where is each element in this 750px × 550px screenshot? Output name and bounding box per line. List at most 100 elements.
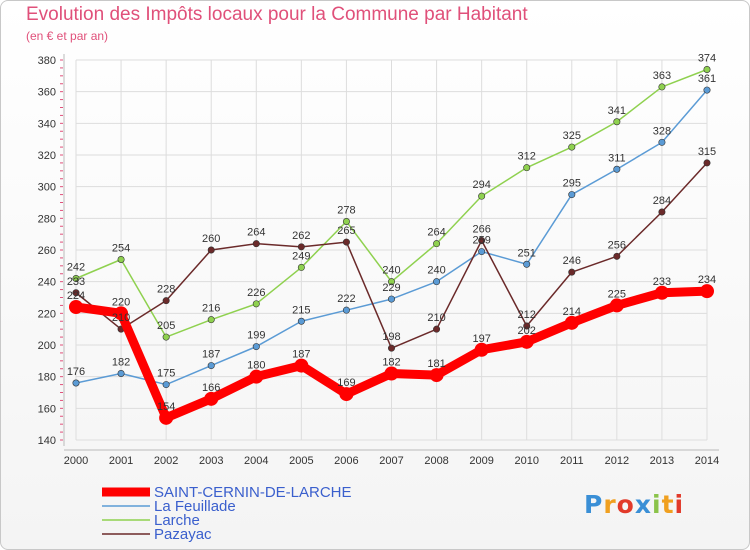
data-point — [433, 325, 441, 333]
data-label: 229 — [382, 282, 400, 294]
data-point — [297, 263, 305, 271]
data-point — [207, 246, 215, 254]
data-label: 363 — [653, 70, 671, 82]
legend-label: La Feuillade — [154, 498, 236, 515]
x-tick-label: 2008 — [424, 455, 448, 467]
data-point — [519, 334, 534, 349]
data-label: 294 — [472, 179, 490, 191]
data-point — [703, 86, 711, 94]
data-label: 315 — [698, 146, 716, 158]
x-tick-label: 2001 — [109, 455, 133, 467]
y-tick-label: 280 — [38, 213, 56, 225]
data-label: 312 — [518, 151, 536, 163]
data-label: 202 — [518, 325, 536, 337]
data-point — [342, 238, 350, 246]
legend-label: Larche — [154, 512, 200, 529]
data-point — [339, 387, 354, 402]
y-tick-label: 220 — [38, 308, 56, 320]
y-tick-label: 140 — [38, 435, 56, 447]
data-label: 240 — [427, 265, 445, 277]
data-point — [568, 143, 576, 151]
x-tick-label: 2010 — [514, 455, 538, 467]
data-point — [72, 274, 80, 282]
x-tick-label: 2004 — [244, 455, 268, 467]
data-point — [252, 300, 260, 308]
data-point — [658, 208, 666, 216]
data-point — [297, 317, 305, 325]
data-point — [297, 243, 305, 251]
data-point — [703, 159, 711, 167]
data-point — [613, 165, 621, 173]
data-point — [387, 344, 395, 352]
data-point — [387, 278, 395, 286]
data-point — [433, 240, 441, 248]
y-tick-label: 260 — [38, 245, 56, 257]
data-label: 182 — [112, 357, 130, 369]
legend-label: SAINT-CERNIN-DE-LARCHE — [154, 484, 352, 501]
data-label: 251 — [518, 247, 536, 259]
y-tick-label: 340 — [38, 118, 56, 130]
data-point — [69, 300, 83, 314]
data-label: 311 — [608, 152, 626, 164]
x-tick-label: 2006 — [334, 455, 358, 467]
data-label: 154 — [157, 401, 175, 413]
data-point — [474, 342, 489, 357]
data-label: 234 — [698, 274, 716, 286]
data-point — [703, 66, 711, 74]
data-point — [568, 191, 576, 199]
data-label: 198 — [382, 331, 400, 343]
data-label: 205 — [157, 320, 175, 332]
data-label: 176 — [67, 366, 85, 378]
data-label: 260 — [202, 233, 220, 245]
data-label: 212 — [518, 309, 536, 321]
data-point — [384, 366, 399, 381]
y-tick-label: 320 — [38, 150, 56, 162]
data-point — [568, 268, 576, 276]
data-label: 325 — [563, 130, 581, 142]
data-point — [117, 369, 125, 377]
data-label: 210 — [427, 312, 445, 324]
data-label: 295 — [563, 178, 581, 190]
data-label: 240 — [382, 265, 400, 277]
data-point — [162, 381, 170, 389]
data-point — [162, 333, 170, 341]
data-point — [252, 240, 260, 248]
x-tick-label: 2011 — [560, 455, 584, 467]
data-label: 233 — [67, 276, 85, 288]
data-label: 361 — [698, 73, 716, 85]
x-tick-label: 2005 — [289, 455, 313, 467]
logo-letter: o — [616, 490, 635, 519]
data-point — [159, 410, 174, 425]
legend-label: Pazayac — [154, 526, 212, 543]
data-label: 222 — [337, 293, 355, 305]
data-point — [72, 289, 80, 297]
data-point — [207, 316, 215, 324]
x-tick-label: 2009 — [469, 455, 493, 467]
data-point — [478, 248, 486, 256]
data-point — [72, 379, 80, 387]
y-tick-label: 380 — [38, 55, 56, 67]
data-label: 262 — [292, 230, 310, 242]
data-point — [609, 298, 624, 313]
axes: 140 160 180 200 220 240 260 280 300 320 340 360 380 2… — [38, 54, 719, 467]
data-point — [162, 297, 170, 305]
y-tick-label: 160 — [38, 403, 56, 415]
y-tick-label: 360 — [38, 87, 56, 99]
data-label: 284 — [653, 195, 671, 207]
chart-title: Evolution des Impôts locaux pour la Comm… — [26, 4, 528, 25]
data-point — [117, 255, 125, 263]
data-label: 166 — [202, 382, 220, 394]
data-point — [658, 138, 666, 146]
data-label: 197 — [472, 333, 490, 345]
data-label: 187 — [292, 349, 310, 361]
data-label: 187 — [202, 349, 220, 361]
labels-layer: 242 254 205 216 226 249 278 240 264 294 312 325 341 3… — [67, 53, 716, 413]
data-label: 224 — [67, 290, 85, 302]
data-label: 181 — [427, 358, 445, 370]
data-point — [342, 306, 350, 314]
data-label: 182 — [382, 357, 400, 369]
data-label: 374 — [698, 53, 716, 65]
data-point — [523, 164, 531, 172]
